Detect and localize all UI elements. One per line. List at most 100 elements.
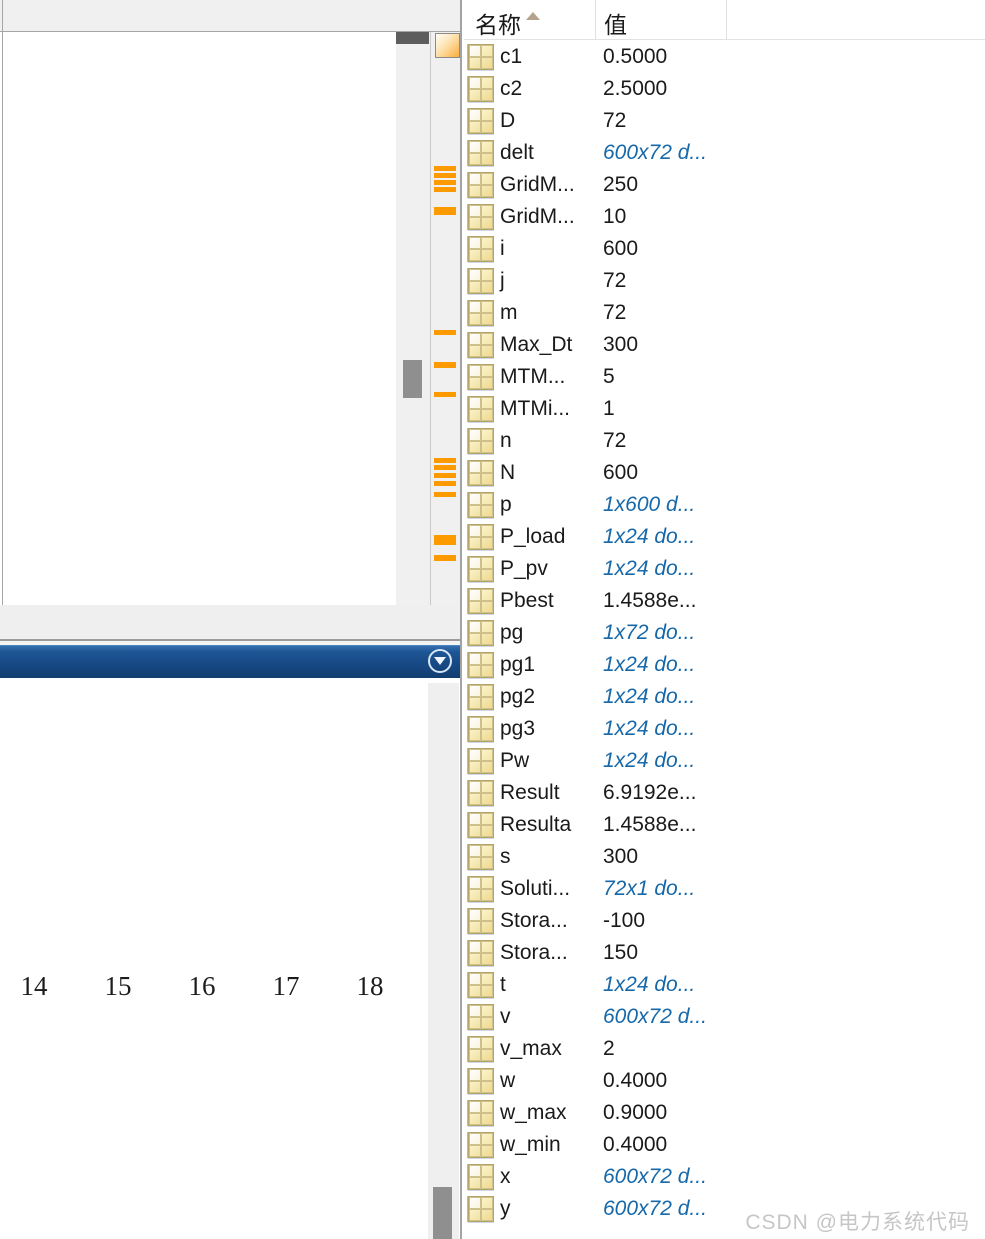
collapsed-panel-titlebar[interactable] bbox=[0, 645, 461, 678]
table-row[interactable]: Resulta 1.4588e... bbox=[464, 809, 985, 841]
table-row[interactable]: c1 0.5000 bbox=[464, 41, 985, 73]
variable-name: Result bbox=[500, 781, 560, 804]
figure-scrollbar-thumb[interactable] bbox=[433, 1187, 452, 1239]
table-row[interactable]: m 72 bbox=[464, 297, 985, 329]
table-row[interactable]: v_max 2 bbox=[464, 1033, 985, 1065]
variable-name: D bbox=[500, 109, 516, 132]
table-row[interactable]: pg1 1x24 do... bbox=[464, 649, 985, 681]
table-row[interactable]: GridM... 10 bbox=[464, 201, 985, 233]
variable-name: GridM... bbox=[500, 173, 575, 196]
warning-marker-icon[interactable] bbox=[434, 187, 456, 192]
editor-scrollbar-top-thumb[interactable] bbox=[396, 32, 429, 44]
table-row[interactable]: v 600x72 d... bbox=[464, 1001, 985, 1033]
table-row[interactable]: n 72 bbox=[464, 425, 985, 457]
warning-marker-icon[interactable] bbox=[434, 362, 456, 368]
table-row[interactable]: y 600x72 d... bbox=[464, 1193, 985, 1225]
table-row[interactable]: Stora... -100 bbox=[464, 905, 985, 937]
column-header-value[interactable]: 值 bbox=[604, 12, 627, 38]
panel-expand-button[interactable] bbox=[428, 649, 452, 673]
variable-value: 1x72 do... bbox=[603, 621, 696, 644]
editor-document-area[interactable] bbox=[3, 32, 395, 605]
table-row[interactable]: s 300 bbox=[464, 841, 985, 873]
sort-ascending-icon bbox=[526, 12, 540, 20]
table-row[interactable]: pg 1x72 do... bbox=[464, 617, 985, 649]
editor-scrollbar-thumb[interactable] bbox=[403, 360, 422, 398]
variable-value: 150 bbox=[603, 941, 639, 964]
table-row[interactable]: Pw 1x24 do... bbox=[464, 745, 985, 777]
figure-panel bbox=[0, 683, 460, 1239]
message-indicator-summary-icon[interactable] bbox=[435, 33, 460, 58]
x-tick-label: 14 bbox=[20, 971, 48, 1001]
editor-message-indicator-bar[interactable] bbox=[431, 32, 460, 605]
table-row[interactable]: w 0.4000 bbox=[464, 1065, 985, 1097]
variable-value: 1.4588e... bbox=[603, 813, 697, 836]
variable-name: pg1 bbox=[500, 653, 536, 676]
warning-marker-icon[interactable] bbox=[434, 481, 456, 486]
editor-scrollbar-track[interactable] bbox=[396, 32, 430, 605]
variable-name: Stora... bbox=[500, 909, 568, 932]
table-row[interactable]: pg2 1x24 do... bbox=[464, 681, 985, 713]
x-tick-label: 16 bbox=[188, 971, 216, 1001]
table-row[interactable]: t 1x24 do... bbox=[464, 969, 985, 1001]
table-row[interactable]: c2 2.5000 bbox=[464, 73, 985, 105]
table-row[interactable]: MTMi... 1 bbox=[464, 393, 985, 425]
column-header-name[interactable]: 名称 bbox=[475, 12, 521, 38]
warning-marker-icon[interactable] bbox=[434, 392, 456, 397]
table-row[interactable]: GridM... 250 bbox=[464, 169, 985, 201]
table-row[interactable]: MTM... 5 bbox=[464, 361, 985, 393]
warning-marker-icon[interactable] bbox=[434, 166, 456, 171]
table-row[interactable]: p 1x600 d... bbox=[464, 489, 985, 521]
matrix-variable-icon bbox=[468, 364, 494, 390]
table-row[interactable]: i 600 bbox=[464, 233, 985, 265]
warning-marker-icon[interactable] bbox=[434, 535, 456, 545]
variable-name: N bbox=[500, 461, 516, 484]
table-row[interactable]: Result 6.9192e... bbox=[464, 777, 985, 809]
table-row[interactable]: delt 600x72 d... bbox=[464, 137, 985, 169]
variable-value: 600 bbox=[603, 461, 639, 484]
warning-marker-icon[interactable] bbox=[434, 180, 456, 185]
warning-marker-icon[interactable] bbox=[434, 458, 456, 463]
table-row[interactable]: x 600x72 d... bbox=[464, 1161, 985, 1193]
chevron-down-icon bbox=[434, 657, 446, 665]
matrix-variable-icon bbox=[468, 460, 494, 486]
workspace-panel: 名称 值 c1 0.5000 c2 2.5000 D 72 delt 600x72 d... G… bbox=[464, 0, 985, 1239]
editor-top-border bbox=[0, 31, 460, 32]
table-row[interactable]: pg3 1x24 do... bbox=[464, 713, 985, 745]
warning-marker-icon[interactable] bbox=[434, 555, 456, 561]
variable-name: i bbox=[500, 237, 505, 260]
variable-name: GridM... bbox=[500, 205, 575, 228]
table-row[interactable]: Soluti... 72x1 do... bbox=[464, 873, 985, 905]
warning-marker-icon[interactable] bbox=[434, 173, 456, 178]
variable-value: 0.4000 bbox=[603, 1133, 668, 1156]
table-row[interactable]: D 72 bbox=[464, 105, 985, 137]
warning-marker-icon[interactable] bbox=[434, 473, 456, 478]
matrix-variable-icon bbox=[468, 780, 494, 806]
table-row[interactable]: P_load 1x24 do... bbox=[464, 521, 985, 553]
table-row[interactable]: Stora... 150 bbox=[464, 937, 985, 969]
matrix-variable-icon bbox=[468, 940, 494, 966]
variable-value: 0.5000 bbox=[603, 45, 668, 68]
matrix-variable-icon bbox=[468, 556, 494, 582]
table-row[interactable]: Max_Dt 300 bbox=[464, 329, 985, 361]
table-row[interactable]: P_pv 1x24 do... bbox=[464, 553, 985, 585]
warning-marker-icon[interactable] bbox=[434, 465, 456, 470]
matrix-variable-icon bbox=[468, 748, 494, 774]
variable-value: 600 bbox=[603, 237, 639, 260]
matrix-variable-icon bbox=[468, 76, 494, 102]
table-row[interactable]: Pbest 1.4588e... bbox=[464, 585, 985, 617]
variable-value: 300 bbox=[603, 845, 639, 868]
figure-scrollbar-track[interactable] bbox=[428, 683, 459, 1239]
table-row[interactable]: j 72 bbox=[464, 265, 985, 297]
warning-marker-icon[interactable] bbox=[434, 330, 456, 335]
warning-marker-icon[interactable] bbox=[434, 207, 456, 215]
panel-separator-line bbox=[0, 639, 462, 641]
matrix-variable-icon bbox=[468, 332, 494, 358]
warning-marker-icon[interactable] bbox=[434, 492, 456, 497]
table-row[interactable]: w_min 0.4000 bbox=[464, 1129, 985, 1161]
table-row[interactable]: w_max 0.9000 bbox=[464, 1097, 985, 1129]
table-row[interactable]: N 600 bbox=[464, 457, 985, 489]
variable-value: 1x24 do... bbox=[603, 557, 696, 580]
variable-name: y bbox=[500, 1197, 511, 1220]
variable-name: t bbox=[500, 973, 506, 996]
